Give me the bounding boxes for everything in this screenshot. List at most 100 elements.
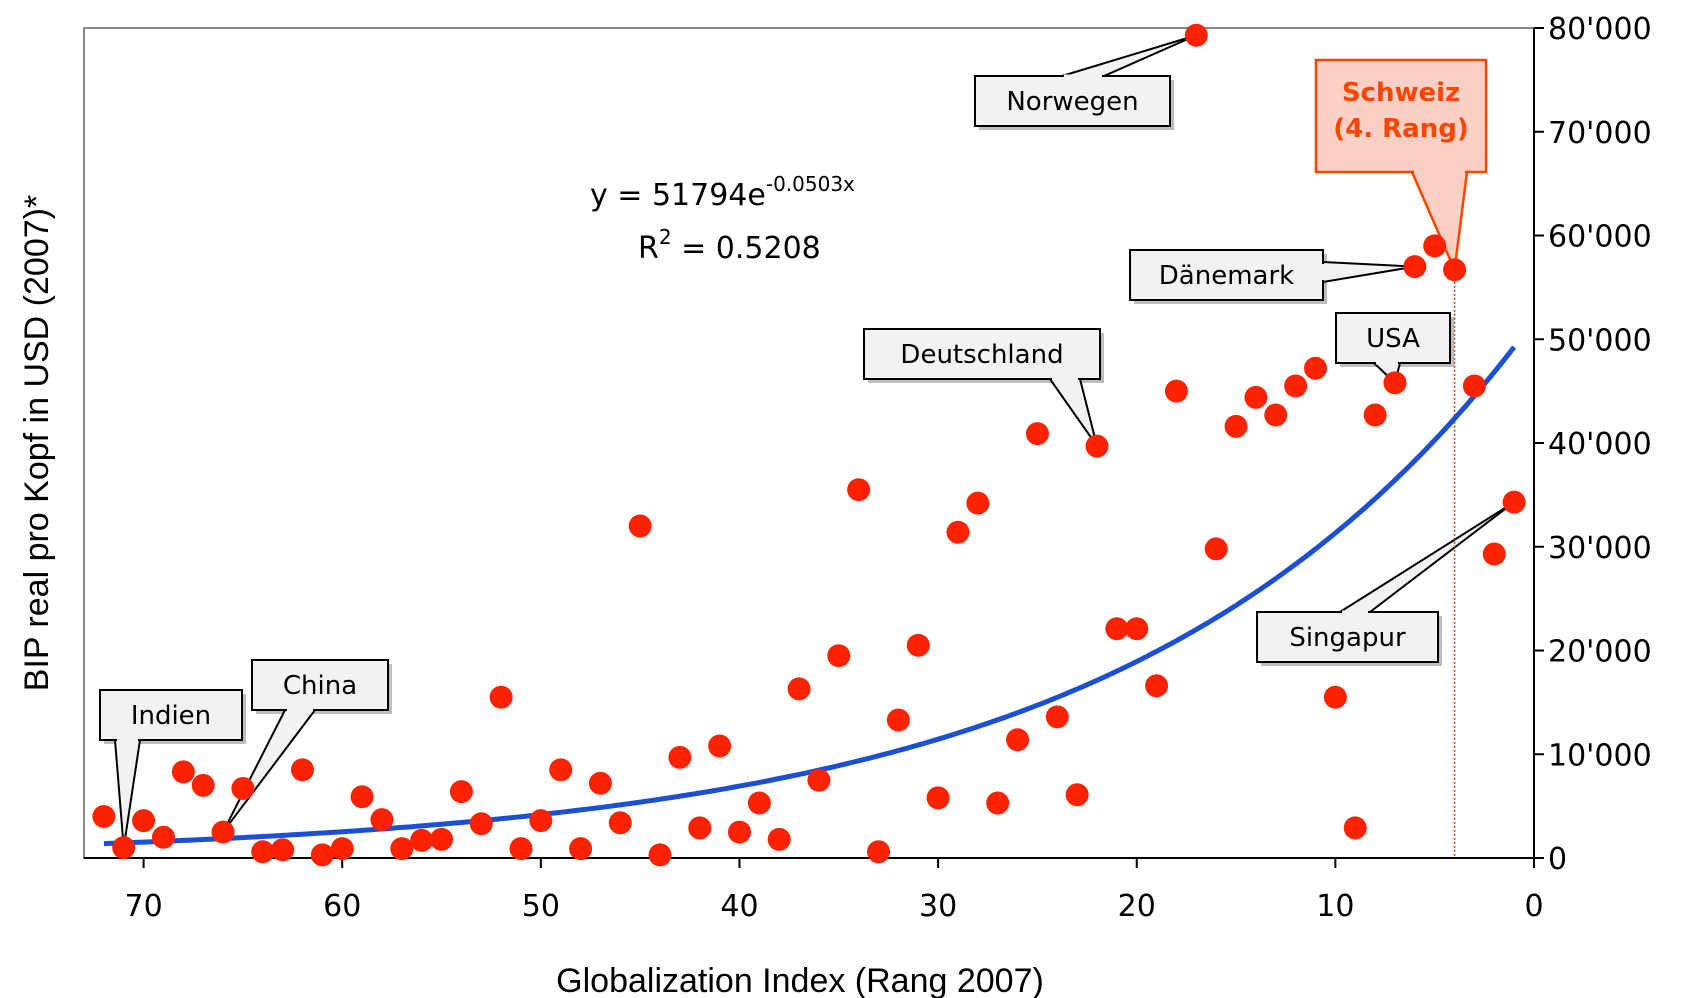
trend-r-main: R xyxy=(638,231,659,266)
trendline xyxy=(103,345,1517,847)
data-point xyxy=(1423,234,1447,258)
data-point xyxy=(1323,685,1347,709)
data-point xyxy=(1224,414,1248,438)
y-tick-label: 40'000 xyxy=(1548,427,1652,462)
data-point xyxy=(1204,537,1228,561)
highlight-box xyxy=(1314,58,1488,174)
data-point xyxy=(469,812,493,836)
y-tick-label: 50'000 xyxy=(1548,323,1652,358)
data-point xyxy=(986,791,1010,815)
plot-area xyxy=(83,27,1535,859)
highlight-label-line1: Schweiz xyxy=(1342,78,1460,108)
data-point xyxy=(231,776,255,800)
data-point xyxy=(509,837,533,861)
data-point xyxy=(1244,385,1268,409)
data-point xyxy=(350,785,374,809)
data-point xyxy=(946,520,970,544)
data-point xyxy=(1462,374,1486,398)
data-point xyxy=(827,644,851,668)
x-tick-label: 60 xyxy=(323,889,361,924)
data-point xyxy=(1343,816,1367,840)
data-point xyxy=(549,758,573,782)
data-point xyxy=(171,760,195,784)
data-point xyxy=(1284,374,1308,398)
data-point xyxy=(847,478,871,502)
trend-r-value: = 0.5208 xyxy=(672,231,821,266)
data-point xyxy=(1502,490,1526,514)
data-point xyxy=(569,837,593,861)
data-point xyxy=(489,685,513,709)
data-point xyxy=(1383,371,1407,395)
callout: China xyxy=(222,659,392,833)
x-tick-label: 50 xyxy=(522,889,560,924)
x-ticks: 70 60 50 40 30 20 10 0 xyxy=(124,858,1544,924)
y-tick-label: 30'000 xyxy=(1548,531,1652,566)
y-axis-title: BIP real pro Kopf in USD (2007)* xyxy=(18,195,56,691)
callout-label: Singapur xyxy=(1289,623,1406,653)
data-point xyxy=(608,811,632,835)
x-tick-label: 0 xyxy=(1524,889,1543,924)
data-point xyxy=(1105,617,1129,641)
callout-label: China xyxy=(283,671,357,701)
data-point xyxy=(688,816,712,840)
x-tick-label: 30 xyxy=(919,889,957,924)
y-tick-label: 60'000 xyxy=(1548,220,1652,255)
trend-r-exponent: 2 xyxy=(659,225,672,249)
x-tick-label: 40 xyxy=(720,889,758,924)
data-point xyxy=(92,805,116,828)
data-point xyxy=(1164,379,1188,403)
data-point xyxy=(787,677,811,701)
data-point xyxy=(628,514,652,538)
data-point xyxy=(747,791,771,815)
highlight-callout: Schweiz (4. Rang) xyxy=(1314,58,1488,275)
callout: Dänemark xyxy=(1129,249,1415,304)
data-point xyxy=(191,773,215,797)
data-point xyxy=(151,825,175,849)
callout-box xyxy=(1129,249,1324,301)
data-point xyxy=(449,780,473,804)
callout-box xyxy=(863,328,1101,380)
data-points xyxy=(92,23,1526,867)
y-tick-label: 0 xyxy=(1548,842,1567,877)
data-point xyxy=(926,786,950,810)
data-point xyxy=(1264,403,1288,427)
data-point xyxy=(966,491,990,515)
data-point xyxy=(410,828,434,852)
data-point xyxy=(886,708,910,732)
data-point xyxy=(251,840,275,864)
data-point xyxy=(767,827,791,851)
data-point xyxy=(1443,258,1467,282)
y-tick-label: 80'000 xyxy=(1548,12,1652,47)
y-tick-label: 70'000 xyxy=(1548,116,1652,151)
data-point xyxy=(807,768,831,792)
data-point xyxy=(1304,356,1328,380)
callout: USA xyxy=(1335,312,1454,385)
callout-box xyxy=(99,689,243,741)
data-point xyxy=(1403,255,1427,279)
data-point xyxy=(867,840,891,864)
data-point xyxy=(1145,674,1169,698)
data-point xyxy=(1065,783,1089,807)
callout-label: USA xyxy=(1366,324,1420,354)
data-point xyxy=(271,838,295,862)
y-tick-label: 10'000 xyxy=(1548,738,1652,773)
data-point xyxy=(112,836,136,860)
trend-r-squared: R2 = 0.5208 xyxy=(638,225,821,266)
y-tick-label: 20'000 xyxy=(1548,635,1652,670)
x-tick-label: 10 xyxy=(1316,889,1354,924)
callout: Singapur xyxy=(1256,501,1515,666)
data-point xyxy=(211,820,235,844)
data-point xyxy=(1025,422,1049,446)
callout: Deutschland xyxy=(863,328,1104,447)
callout-layer: Norwegen Dänemark Deutschland USA Singapur Ch… xyxy=(99,34,1515,848)
highlight-label-line2: (4. Rang) xyxy=(1333,114,1468,144)
data-point xyxy=(132,809,156,833)
x-tick-label: 20 xyxy=(1118,889,1156,924)
trend-equation-exponent: -0.0503x xyxy=(766,172,855,196)
data-point xyxy=(390,837,414,861)
callout-box xyxy=(251,659,389,711)
data-point xyxy=(330,837,354,861)
data-point xyxy=(1363,403,1387,427)
data-point xyxy=(1184,23,1208,47)
